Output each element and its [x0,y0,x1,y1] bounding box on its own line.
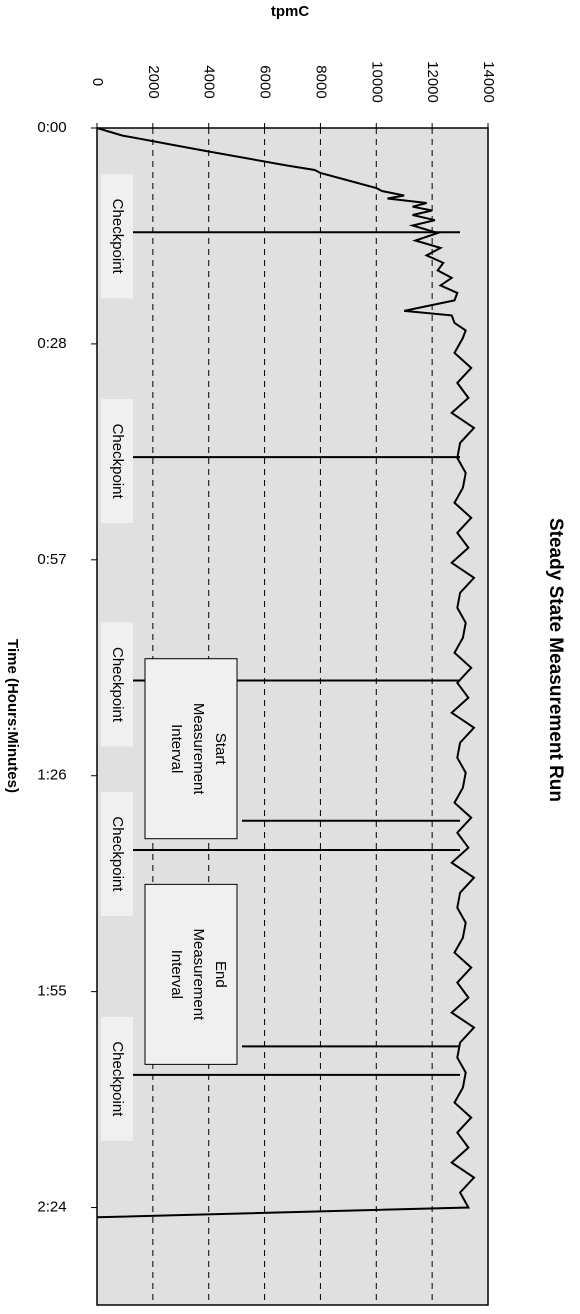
checkpoint-label: Checkpoint [109,816,126,892]
interval-label: Interval [168,950,185,999]
label-bg [101,174,133,299]
time-tick-label: 0:57 [37,551,66,568]
interval-label: End [212,961,229,988]
checkpoint-label: Checkpoint [109,199,126,275]
value-tick-label: 14000 [480,61,497,103]
value-axis-label: tpmC [271,3,309,20]
interval-label: Start [212,733,229,766]
series-line [96,127,476,1219]
label-bg [101,791,133,916]
interval-box [144,883,238,1065]
time-tick-label: 1:26 [37,767,66,784]
checkpoint-label: Checkpoint [109,647,126,723]
checkpoint-label: Checkpoint [109,424,126,500]
time-axis-label: Time (Hours:Minutes) [4,639,21,793]
label-bg [101,1016,133,1141]
time-tick-label: 0:00 [37,119,66,136]
interval-label: Interval [168,724,185,773]
time-tick-label: 2:24 [37,1199,66,1216]
chart-title: Steady State Measurement Run [545,518,566,802]
label-bg [101,399,133,524]
interval-label: Measurement [190,703,207,796]
label-bg [101,622,133,747]
value-tick-label: 8000 [312,65,329,98]
time-tick-label: 0:28 [37,335,66,352]
value-tick-label: 12000 [424,61,441,103]
time-tick-label: 1:55 [37,983,66,1000]
value-tick-label: 10000 [368,61,385,103]
value-tick-label: 6000 [257,65,274,98]
checkpoint-label: Checkpoint [109,1041,126,1117]
interval-box [144,658,238,840]
value-tick-label: 0 [89,78,106,86]
value-tick-label: 2000 [145,65,162,98]
interval-label: Measurement [190,929,207,1022]
value-tick-label: 4000 [201,65,218,98]
